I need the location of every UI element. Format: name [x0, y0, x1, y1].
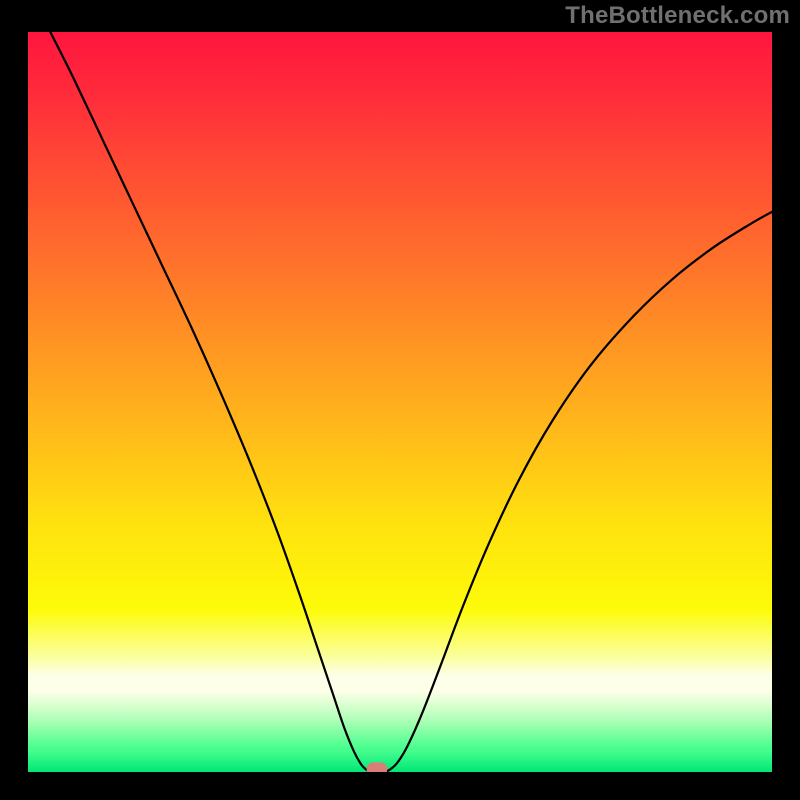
- optimal-point-marker: [367, 762, 388, 772]
- bottleneck-chart: [28, 32, 772, 772]
- watermark-text: TheBottleneck.com: [565, 2, 790, 30]
- plot-frame: [28, 32, 772, 772]
- stage: TheBottleneck.com: [0, 0, 800, 800]
- chart-background: [28, 32, 772, 772]
